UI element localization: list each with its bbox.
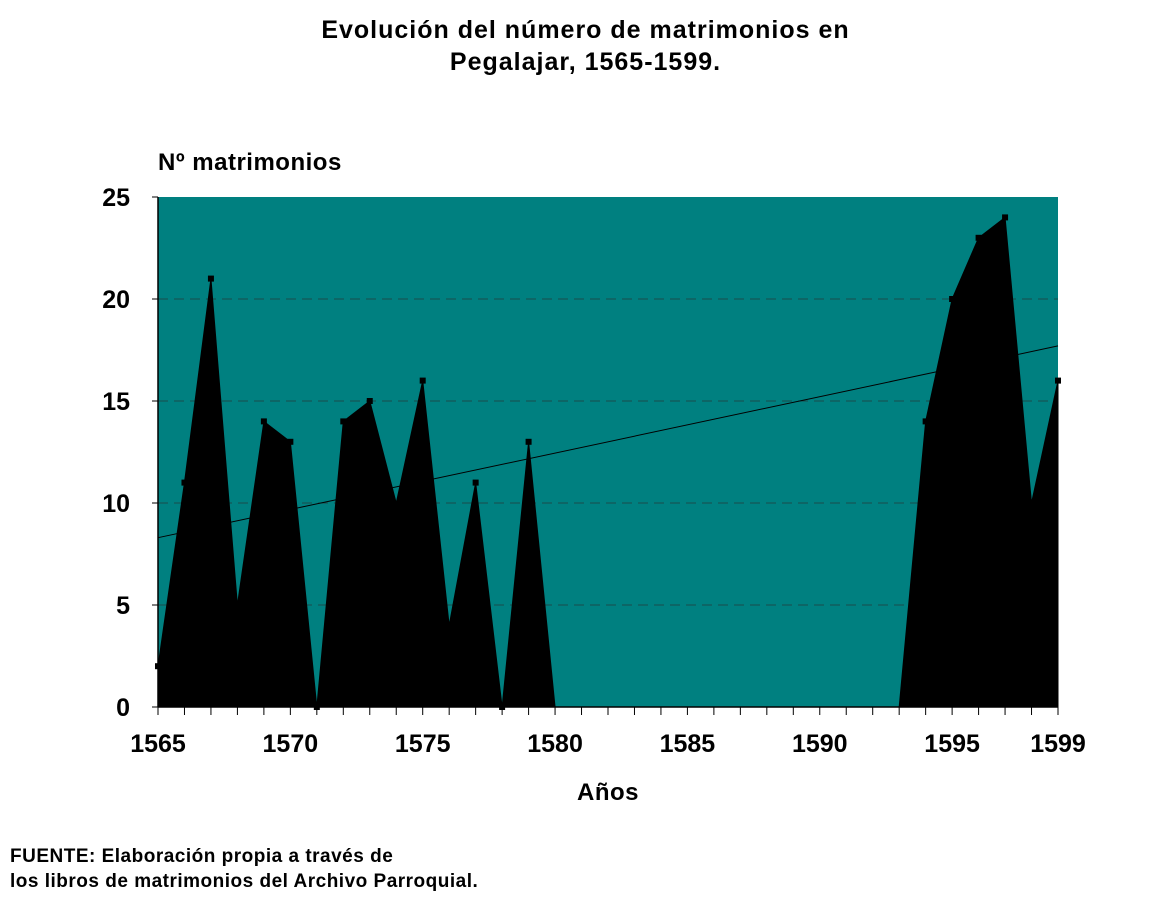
x-tick-label-1590: 1590 <box>792 730 848 758</box>
x-tick-label-1599: 1599 <box>1030 730 1086 758</box>
data-point-1572 <box>340 418 347 425</box>
source-note: FUENTE: Elaboración propia a través de l… <box>10 844 478 894</box>
y-tick-label-10: 10 <box>102 490 130 518</box>
x-tick-label-1580: 1580 <box>527 730 583 758</box>
data-point-1579 <box>525 438 532 445</box>
y-tick-label-15: 15 <box>102 388 130 416</box>
x-tick-label-1585: 1585 <box>660 730 716 758</box>
trendline <box>157 345 1059 539</box>
data-point-1599 <box>1055 377 1061 384</box>
x-tick-label-1575: 1575 <box>395 730 451 758</box>
y-tick-label-25: 25 <box>102 184 130 212</box>
chart-title-line-2: Pegalajar, 1565-1599. <box>449 48 722 76</box>
source-note-line-2: los libros de matrimonios del Archivo Pa… <box>10 871 479 892</box>
data-point-1569 <box>260 418 267 425</box>
data-point-1596 <box>975 234 982 241</box>
x-tick-label-1570: 1570 <box>263 730 319 758</box>
source-note-line-1: FUENTE: Elaboración propia a través de <box>10 846 394 867</box>
x-tick-label-1565: 1565 <box>130 730 186 758</box>
y-tick-label-0: 0 <box>116 694 130 722</box>
area-series-0 <box>157 216 1059 708</box>
y-tick-label-20: 20 <box>102 286 130 314</box>
data-point-1595 <box>949 296 956 302</box>
data-point-1594 <box>922 418 929 425</box>
data-point-1597 <box>1002 214 1009 221</box>
data-point-1575 <box>419 377 426 384</box>
data-point-1570 <box>287 438 294 445</box>
data-point-1577 <box>472 479 479 486</box>
chart-title-line-1: Evolución del número de matrimonios en <box>321 16 850 44</box>
data-point-1567 <box>207 275 214 282</box>
x-tick-label-1595: 1595 <box>924 730 980 758</box>
y-axis-label: Nº matrimonios <box>158 149 342 176</box>
data-point-1566 <box>181 479 188 486</box>
plot-area: 0 5 10 15 20 25 1565 1570 1575 1580 1585 1590 1595 15… <box>102 184 1086 758</box>
chart-title: Evolución del número de matrimonios en P… <box>0 14 1171 78</box>
data-point-1573 <box>366 398 373 404</box>
y-tick-label-5: 5 <box>116 592 130 620</box>
x-axis-label: Años <box>577 779 639 806</box>
